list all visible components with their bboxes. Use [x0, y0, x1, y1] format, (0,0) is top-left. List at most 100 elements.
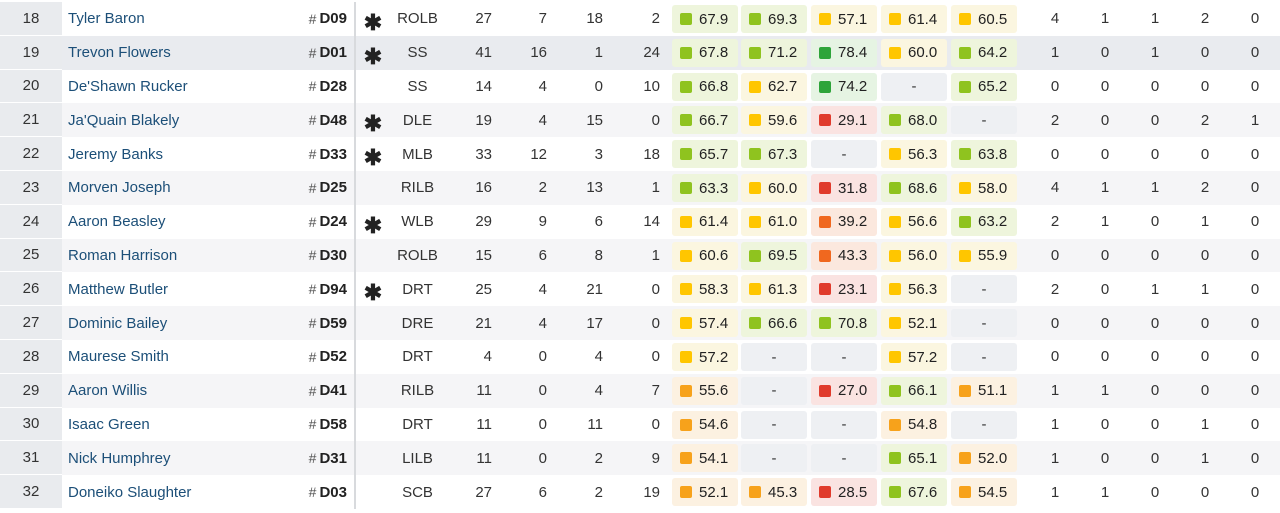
stat-cell-s3: 4	[594, 382, 603, 400]
stat-cell-t4: 0	[1200, 314, 1210, 332]
column-divider	[354, 340, 356, 374]
player-name-link[interactable]: Dominic Bailey	[68, 314, 168, 332]
grade-value: 66.8	[699, 78, 729, 96]
grade-color-icon	[819, 215, 831, 228]
rank-cell: 21	[0, 103, 62, 138]
player-name-link[interactable]: Jeremy Banks	[68, 145, 164, 163]
jersey-number: D41	[319, 382, 347, 400]
player-name-link[interactable]: De'Shawn Rucker	[68, 77, 188, 95]
stat-cell-t2: 0	[1100, 44, 1110, 62]
grade-value: 63.8	[978, 145, 1008, 163]
player-name-link[interactable]: Aaron Beasley	[68, 213, 166, 231]
grade-value: 28.5	[838, 483, 868, 501]
jersey-number: D30	[319, 246, 347, 264]
grade-cell: -	[951, 343, 1017, 371]
stat-cell-s1: 41	[475, 44, 492, 62]
grade-cell: 56.3	[881, 275, 947, 304]
jersey-hash: #	[308, 247, 317, 264]
stat-cell-t2: 0	[1100, 314, 1110, 332]
grade-value: 59.6	[768, 111, 798, 129]
stat-cell-t1: 4	[1050, 10, 1060, 28]
grade-color-icon	[680, 114, 692, 127]
grade-value: 43.3	[838, 247, 868, 265]
grade-value: 71.2	[768, 44, 798, 62]
grade-cell: 51.1	[951, 376, 1017, 405]
stat-cell-t4: 0	[1200, 77, 1210, 95]
grade-color-icon	[680, 46, 692, 59]
grade-color-icon	[959, 148, 971, 161]
player-name-link[interactable]: Roman Harrison	[68, 246, 178, 264]
grade-color-icon	[749, 215, 761, 228]
grade-value: 56.6	[908, 213, 938, 231]
stat-cell-t5: 0	[1250, 348, 1260, 366]
player-name-link[interactable]: Maurese Smith	[68, 348, 169, 366]
grade-cell: 66.6	[741, 309, 807, 338]
stat-cell-t3: 1	[1150, 44, 1160, 62]
jersey-number: D31	[319, 449, 347, 467]
stat-cell-s1: 29	[475, 213, 492, 231]
grade-cell: 57.2	[672, 343, 738, 371]
grade-color-icon	[889, 317, 901, 330]
rank-cell: 25	[0, 238, 62, 273]
stat-cell-s4: 0	[651, 314, 660, 332]
player-name-link[interactable]: Doneiko Slaughter	[68, 483, 192, 501]
grade-color-icon	[680, 384, 692, 397]
grade-cell: 67.3	[741, 140, 807, 169]
column-divider	[354, 103, 356, 138]
player-name-link[interactable]: Nick Humphrey	[68, 449, 171, 467]
grade-cell: 71.2	[741, 38, 807, 67]
grade-cell: 62.7	[741, 72, 807, 101]
column-divider	[354, 238, 356, 273]
player-name-link[interactable]: Trevon Flowers	[68, 44, 171, 62]
grade-value: -	[981, 314, 987, 332]
stat-cell-t1: 1	[1050, 382, 1060, 400]
grade-color-icon	[749, 317, 761, 330]
grade-cell: 61.4	[881, 5, 947, 33]
jersey-cell: # D30	[305, 239, 347, 273]
stat-cell-t3: 0	[1150, 145, 1160, 163]
stat-cell-s2: 0	[538, 382, 547, 400]
stat-cell-t2: 0	[1100, 246, 1110, 264]
grade-cell: 65.7	[672, 140, 738, 169]
grade-cell: 23.1	[811, 275, 877, 304]
jersey-number: D28	[319, 77, 347, 95]
stat-cell-t4: 1	[1200, 449, 1210, 467]
grade-cell: 66.8	[672, 72, 738, 101]
grade-color-icon	[680, 249, 692, 262]
grade-cell: 70.8	[811, 309, 877, 338]
grade-cell: 64.2	[951, 38, 1017, 67]
grade-value: 74.2	[838, 78, 868, 96]
grade-cell: 63.2	[951, 207, 1017, 236]
grade-color-icon	[680, 351, 692, 363]
position-cell: ROLB	[397, 246, 438, 264]
jersey-cell: # D25	[305, 171, 347, 205]
grade-value: 63.3	[699, 179, 729, 197]
stat-cell-t3: 0	[1150, 382, 1160, 400]
player-name-link[interactable]: Ja'Quain Blakely	[68, 111, 180, 129]
stat-cell-t1: 0	[1050, 314, 1060, 332]
stat-cell-s1: 16	[475, 179, 492, 197]
grade-value: 52.0	[978, 449, 1008, 467]
stat-cell-t1: 2	[1050, 280, 1060, 298]
grade-value: 58.3	[699, 280, 729, 298]
player-name-link[interactable]: Tyler Baron	[68, 10, 145, 28]
stat-cell-s3: 13	[586, 179, 603, 197]
grade-value: 57.2	[699, 348, 729, 366]
stat-cell-t5: 0	[1250, 415, 1260, 433]
grade-value: 54.8	[908, 416, 938, 434]
stat-cell-t5: 0	[1250, 246, 1260, 264]
jersey-cell: # D28	[305, 70, 347, 104]
grade-color-icon	[889, 46, 901, 59]
player-name-link[interactable]: Matthew Butler	[68, 280, 169, 298]
grade-cell: 57.2	[881, 343, 947, 371]
table-row: 29 Aaron Willis # D41 RILB 11 0 4 7 55.6-27.0 66.1…	[0, 373, 1280, 408]
starter-asterisk-icon: ✱	[363, 43, 383, 69]
stat-cell-s1: 33	[475, 145, 492, 163]
grade-color-icon	[889, 148, 901, 161]
starter-asterisk-icon	[364, 70, 382, 108]
player-name-link[interactable]: Morven Joseph	[68, 179, 171, 197]
player-name-link[interactable]: Isaac Green	[68, 415, 150, 433]
starter-asterisk-icon: ✱	[363, 145, 383, 171]
player-name-link[interactable]: Aaron Willis	[68, 382, 148, 400]
jersey-cell: # D58	[305, 408, 347, 442]
